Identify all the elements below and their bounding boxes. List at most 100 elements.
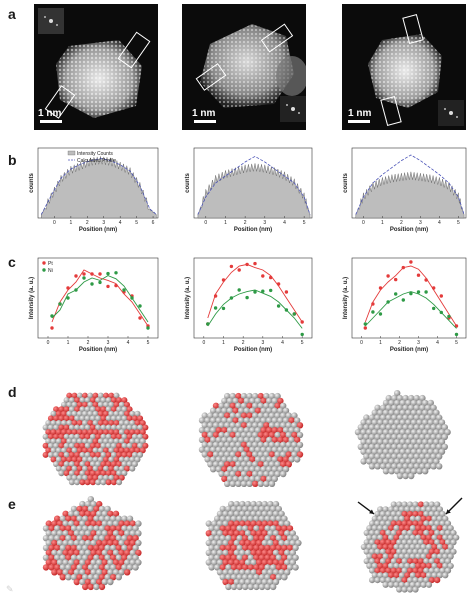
ni-atom [93, 564, 100, 571]
ni-atom [221, 397, 228, 405]
ni-atom [434, 529, 441, 536]
ni-atom [240, 470, 248, 478]
pt-atom [235, 451, 242, 458]
ni-atom [263, 402, 270, 409]
ni-atom [391, 443, 398, 450]
ni-atom [58, 470, 65, 477]
ni-atom [444, 567, 452, 574]
pt-atom [65, 544, 72, 552]
ni-atom [236, 583, 243, 591]
ni-atom [369, 567, 376, 574]
ni-atom [135, 520, 142, 527]
intensity-counts-area [355, 171, 465, 219]
ni-atom [282, 407, 290, 414]
ni-atom [233, 578, 240, 586]
pt-atom [229, 402, 236, 409]
ni-atom [296, 431, 304, 439]
ni-atom [431, 515, 438, 522]
ni-atom [288, 436, 295, 444]
Pt-fit-line [364, 265, 457, 327]
pt-atom [428, 577, 435, 584]
ni-atom [270, 583, 277, 591]
pt-atom [73, 578, 80, 586]
ni-atom [238, 427, 245, 434]
ni-atom [252, 412, 259, 419]
ni-atom [73, 569, 80, 576]
pt-atom [261, 549, 268, 556]
ni-atom [82, 554, 89, 561]
ni-atom [409, 525, 416, 532]
ni-atom [264, 574, 271, 581]
ni-atom [261, 500, 268, 508]
ni-atom [215, 456, 222, 463]
ni-atom [430, 414, 437, 421]
pt-atom [116, 451, 123, 458]
Ni-point [401, 298, 405, 302]
pt-atom [385, 548, 392, 555]
ni-atom [82, 420, 88, 426]
pt-atom [425, 525, 433, 532]
Ni-point [261, 289, 265, 293]
ni-atom [244, 510, 252, 517]
ni-atom [393, 515, 400, 522]
pt-atom [118, 520, 125, 527]
chart-frame [351, 257, 467, 339]
pt-atom [139, 429, 146, 436]
Pt-point [276, 282, 281, 286]
ni-atom [226, 466, 234, 473]
ni-atom [73, 510, 80, 517]
ni-atom [405, 458, 412, 465]
ni-atom [371, 572, 378, 579]
pt-atom [90, 510, 97, 517]
ni-atom [74, 433, 81, 440]
ni-atom [229, 422, 236, 429]
ni-atom [112, 520, 120, 527]
Pt-point [409, 260, 413, 264]
ni-atom [71, 474, 78, 481]
ni-atom [208, 535, 215, 542]
pt-atom [382, 543, 389, 551]
ni-atom [412, 539, 419, 546]
ni-atom [274, 392, 281, 400]
ni-atom [90, 500, 97, 508]
pt-atom [74, 470, 81, 477]
pt-atom [228, 559, 235, 566]
ni-atom [208, 554, 215, 561]
ni-atom [230, 515, 238, 522]
pt-atom [244, 539, 252, 547]
ni-atom [76, 564, 83, 571]
Pt-point [82, 272, 86, 276]
pt-atom [87, 447, 94, 454]
ni-atom [216, 510, 224, 517]
pt-atom [232, 417, 239, 424]
ni-atom [439, 520, 446, 527]
pt-atom [253, 544, 260, 552]
ni-atom [272, 530, 280, 537]
ni-atom [226, 417, 234, 424]
ni-atom [235, 480, 242, 487]
x-tick-label: 5 [455, 340, 458, 346]
ni-atom [396, 510, 403, 518]
pt-atom [412, 558, 419, 565]
ni-atom [236, 544, 243, 552]
pt-atom [97, 465, 104, 472]
pt-atom [107, 539, 114, 547]
pt-atom [275, 544, 282, 552]
pt-atom [423, 539, 430, 546]
ni-atom [87, 438, 94, 445]
ni-atom [286, 564, 294, 571]
calculated-profile-line [355, 154, 465, 215]
ni-atom [382, 468, 390, 475]
ni-atom [50, 447, 57, 454]
ni-atom [408, 404, 415, 411]
ni-atom [374, 463, 381, 470]
pt-atom [84, 578, 92, 586]
ni-atom [79, 549, 86, 556]
pt-atom [434, 558, 441, 565]
ni-atom [115, 574, 123, 581]
ni-atom [371, 409, 378, 416]
ni-atom [249, 417, 256, 424]
ni-atom [232, 397, 239, 405]
ni-atom [135, 559, 142, 566]
